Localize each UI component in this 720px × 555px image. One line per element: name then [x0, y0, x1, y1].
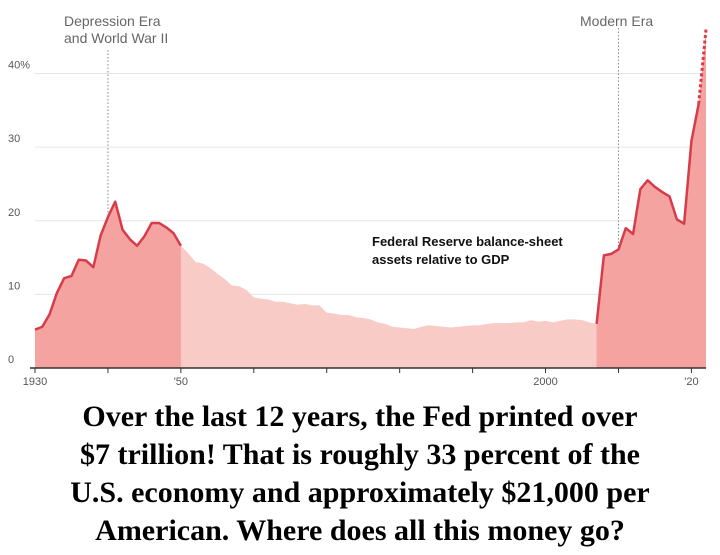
projection-line [697, 29, 708, 104]
caption-line: Over the last 12 years, the Fed printed … [82, 400, 638, 433]
caption: Over the last 12 years, the Fed printed … [0, 398, 720, 550]
base-area [35, 103, 699, 368]
annotation-text: assets relative to GDP [372, 252, 510, 267]
y-tick-label: 10 [8, 280, 20, 292]
y-tick-label: 0 [8, 354, 14, 366]
caption-line: American. Where does all this money go? [95, 514, 625, 547]
series-line [595, 103, 700, 324]
caption-line: U.S. economy and approximately $21,000 p… [70, 476, 650, 509]
era-area [596, 29, 706, 369]
x-tick-label: 2000 [533, 376, 557, 388]
series-line [34, 200, 182, 331]
area-fills [35, 29, 706, 369]
era-label: and World War II [64, 30, 168, 46]
y-tick-labels: 0 10 20 30 40% [8, 60, 30, 366]
era-label: Modern Era [580, 13, 653, 29]
series-lines [34, 29, 708, 331]
x-tick-label: '20 [684, 376, 698, 388]
caption-line: $7 trillion! That is roughly 33 percent … [79, 438, 640, 471]
y-tick-label: 30 [8, 133, 20, 145]
era-label: Depression Era [64, 13, 161, 29]
grid-lines [35, 73, 706, 295]
x-tick-label: '50 [174, 376, 188, 388]
fed-balance-sheet-chart: 0 10 20 30 40% 1930 '50 2000 '20 Depression Era… [8, 13, 708, 388]
annotation-text: Federal Reserve balance-sheet [372, 234, 563, 249]
y-tick-label: 40% [8, 60, 30, 72]
y-tick-label: 20 [8, 207, 20, 219]
x-tick-label: 1930 [23, 376, 47, 388]
x-axis: 1930 '50 2000 '20 [23, 367, 706, 388]
era-area [35, 201, 181, 368]
era-marker-lines [107, 28, 619, 250]
chart-annotation: Federal Reserve balance-sheet assets rela… [372, 234, 563, 267]
